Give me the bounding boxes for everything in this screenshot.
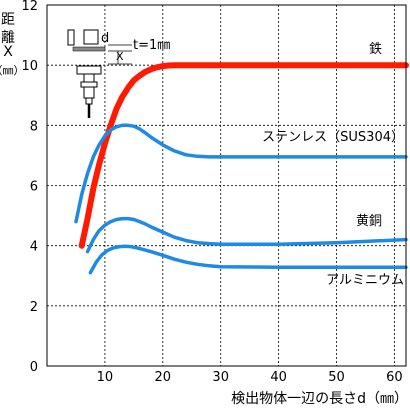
- y-tick-label: 6: [30, 180, 38, 195]
- y-tick-label: 4: [30, 240, 38, 255]
- target-square-icon: [83, 29, 99, 45]
- series-line-brass: [85, 216, 408, 254]
- y-tick-label: 2: [30, 300, 38, 315]
- target-plate-icon: [72, 46, 106, 52]
- y-axis-title-char: X: [3, 44, 13, 60]
- inset-x-label: X: [116, 50, 124, 63]
- sensor-base-icon: [85, 97, 93, 105]
- x-tick-label: 40: [270, 370, 287, 385]
- x-axis-title: 検出物体一辺の長さd（㎜）: [231, 391, 408, 407]
- series-line-aluminum: [88, 244, 408, 275]
- y-axis-title: 距離X （㎜）: [0, 12, 25, 77]
- sensor-nut-icon: [80, 81, 98, 88]
- y-tick-label: 8: [30, 119, 38, 134]
- x-tick-label: 50: [328, 370, 345, 385]
- series-label-aluminum: アルミニウム: [326, 273, 404, 288]
- y-axis-title-char: （㎜）: [0, 64, 25, 77]
- y-axis-title-char: 離: [1, 29, 15, 46]
- series-label-iron: 鉄: [369, 42, 382, 57]
- x-tick-label: 60: [386, 370, 403, 385]
- series-group: [74, 62, 409, 275]
- series-line-iron: [78, 62, 409, 249]
- x-tick-label: 30: [212, 370, 229, 385]
- y-tick-label: 0: [30, 360, 38, 375]
- series-label-brass: 黄銅: [356, 214, 382, 229]
- detection-diagram: d t=1㎜ X: [67, 29, 170, 118]
- tick-labels: 0 2 4 6 8 10 12 10 20 30 40 50 60: [21, 0, 402, 385]
- sensor-head-icon: [76, 65, 102, 75]
- inset-thickness-label: t=1㎜: [133, 38, 170, 53]
- x-tick-label: 10: [97, 370, 114, 385]
- y-axis-title-char: 距: [1, 12, 15, 28]
- inset-d-label: d: [101, 31, 109, 46]
- series-line-stainless: [74, 123, 408, 224]
- y-tick-label: 10: [21, 59, 38, 74]
- x-tick-label: 20: [155, 370, 172, 385]
- y-tick-label: 12: [21, 0, 38, 14]
- series-label-stainless: ステンレス（SUS304）: [262, 130, 404, 145]
- plot-frame: [46, 4, 407, 367]
- target-side-icon: [67, 29, 75, 46]
